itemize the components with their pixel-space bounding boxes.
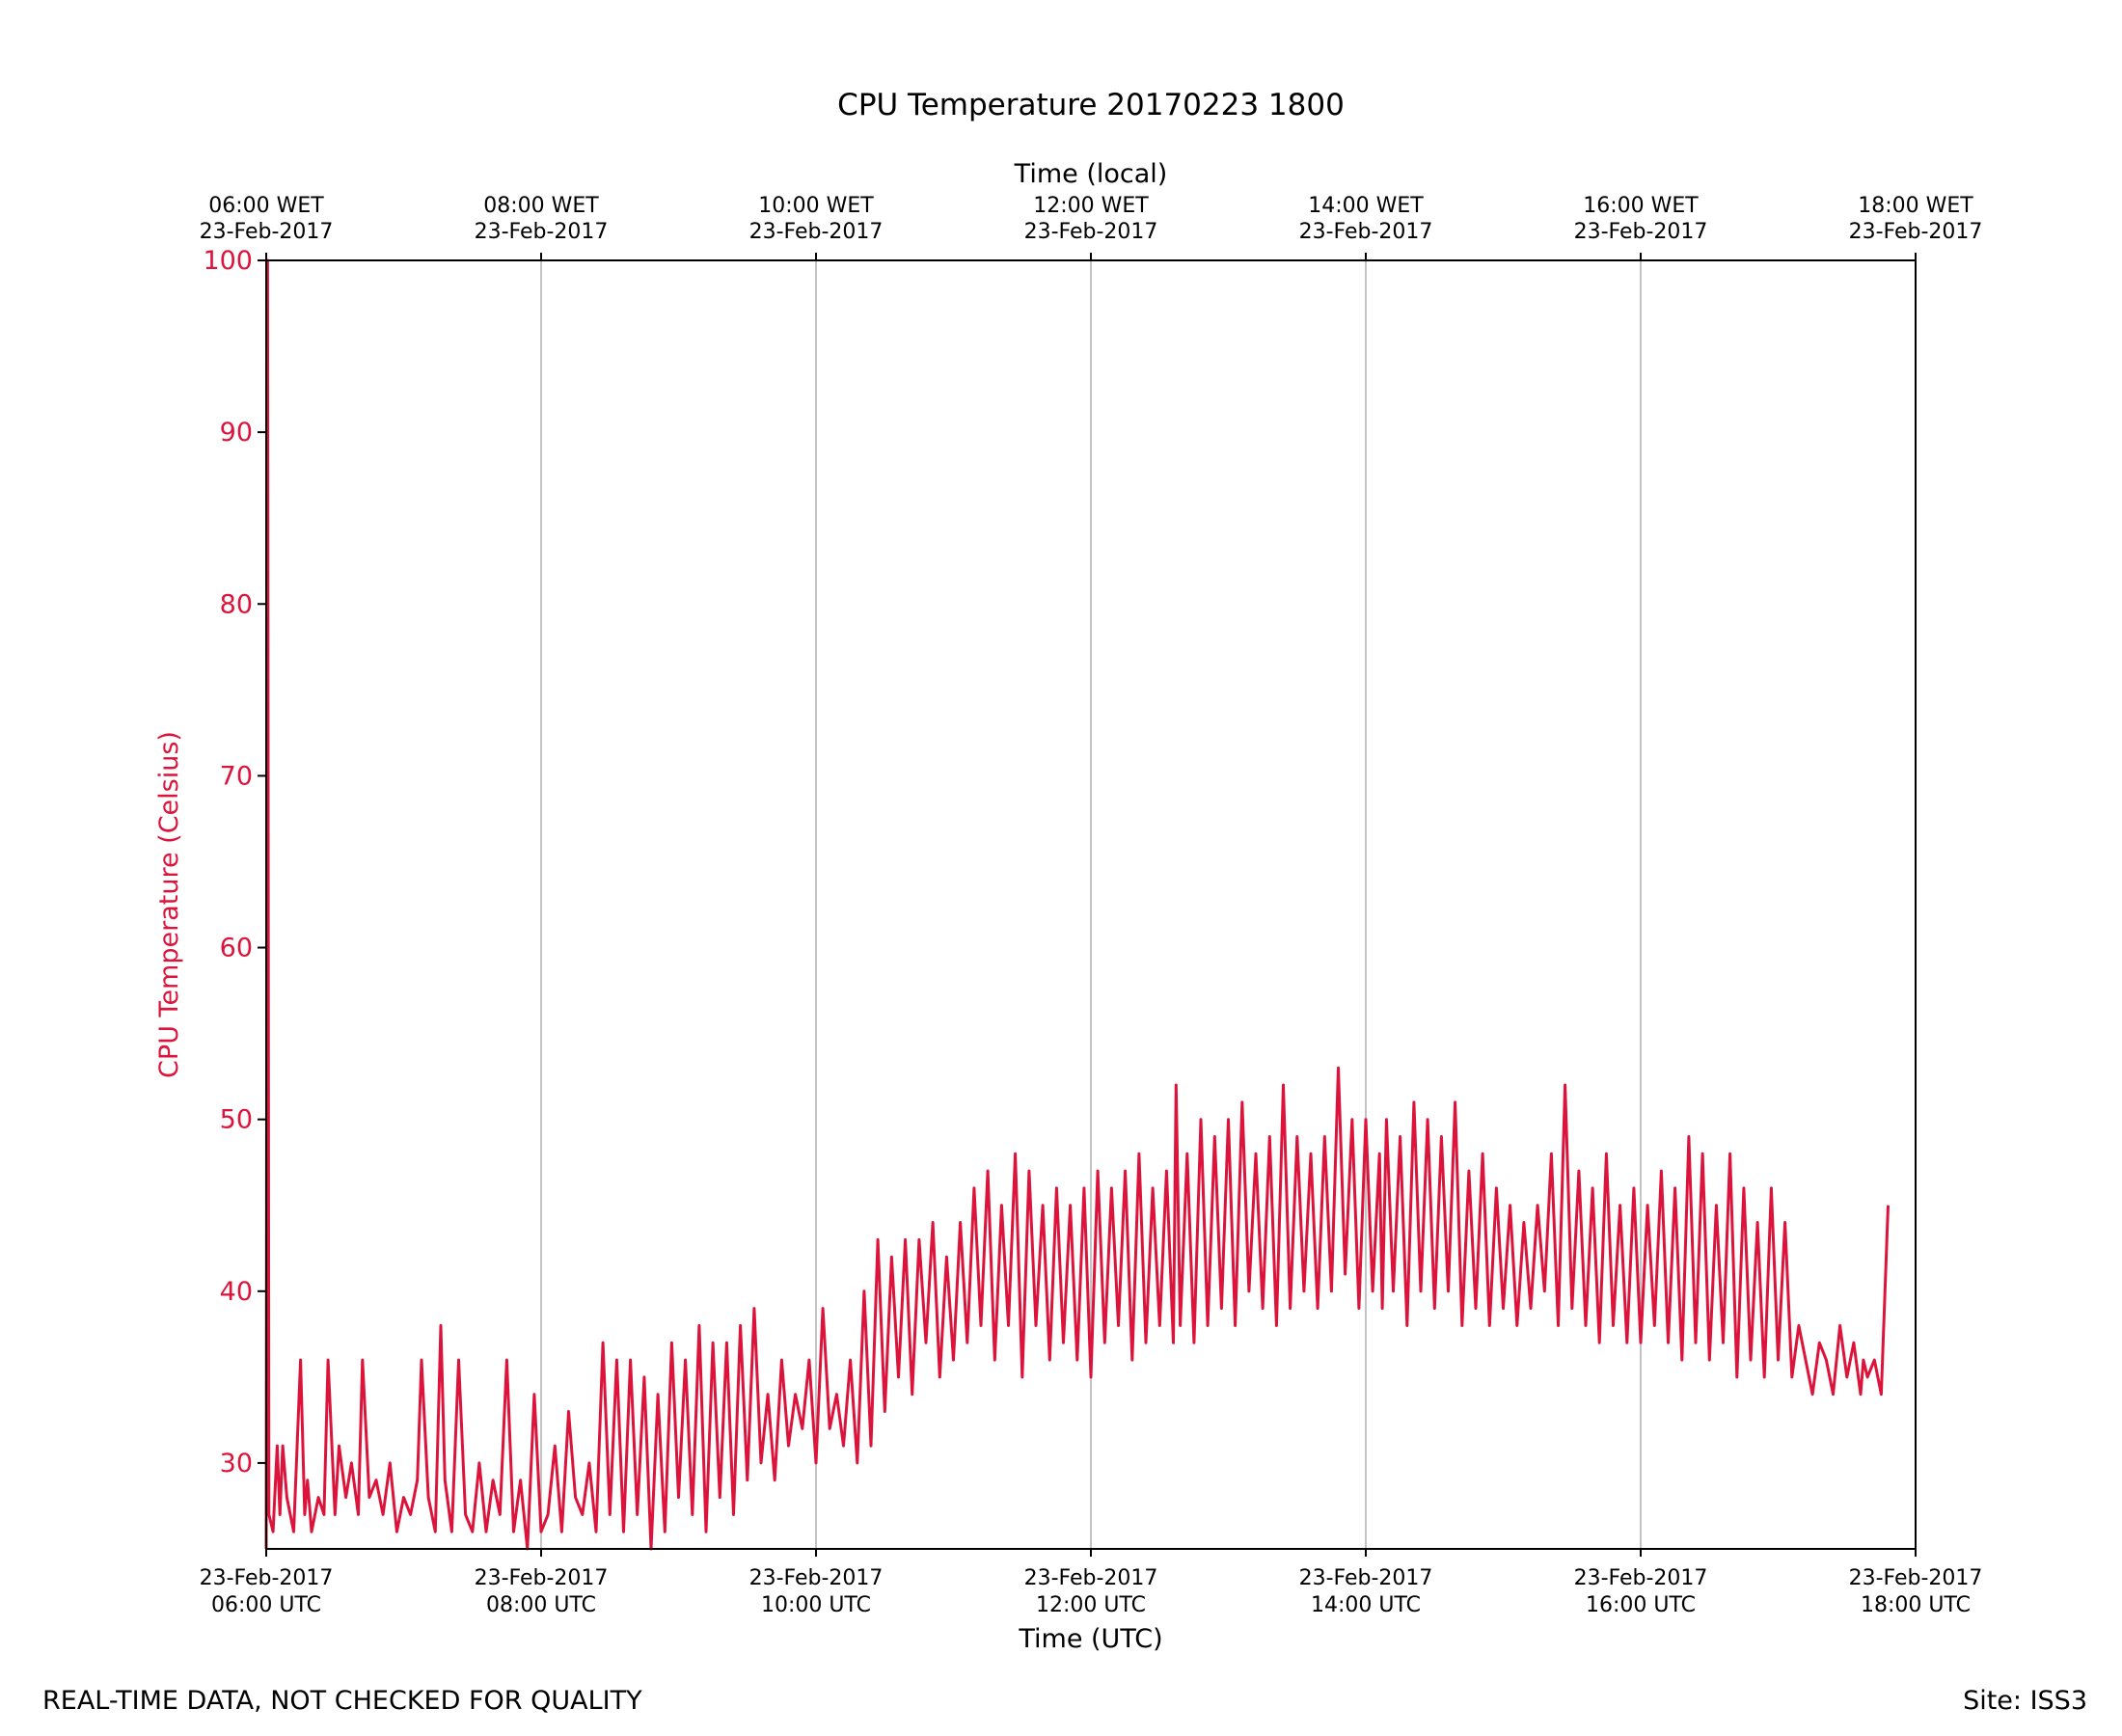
x-tick-label-time: 18:00 UTC [1861, 1593, 1971, 1617]
y-tick-label: 40 [220, 1277, 253, 1307]
y-axis-label: CPU Temperature (Celsius) [154, 731, 184, 1078]
chart: CPU Temperature 20170223 1800 Time (loca… [0, 0, 2122, 1736]
x-tick-label-time: 16:00 UTC [1586, 1593, 1696, 1617]
x-tick-label-date: 23-Feb-2017 [200, 1566, 334, 1590]
x2-tick-label-date: 23-Feb-2017 [1299, 220, 1433, 244]
x2-tick-label-date: 23-Feb-2017 [1849, 220, 1983, 244]
x2-tick-label-time: 18:00 WET [1858, 194, 1973, 218]
y-tick-label: 90 [220, 418, 253, 448]
x-tick-label-date: 23-Feb-2017 [1849, 1566, 1983, 1590]
x2-tick-label-time: 16:00 WET [1583, 194, 1699, 218]
x-tick-label-time: 14:00 UTC [1311, 1593, 1421, 1617]
x2-tick-label-time: 12:00 WET [1033, 194, 1149, 218]
chart-title: CPU Temperature 20170223 1800 [837, 88, 1345, 122]
y-axis: 30 40 50 60 70 80 90 100 [203, 246, 266, 1478]
x-tick-label-date: 23-Feb-2017 [1299, 1566, 1433, 1590]
y-tick-label: 50 [220, 1105, 253, 1135]
y-tick-label: 60 [220, 934, 253, 963]
x2-tick-label-date: 23-Feb-2017 [1574, 220, 1708, 244]
x-tick-label-time: 12:00 UTC [1036, 1593, 1146, 1617]
x-tick-label-date: 23-Feb-2017 [1024, 1566, 1158, 1590]
x-axis-bottom: 23-Feb-2017 06:00 UTC 23-Feb-2017 08:00 UTC… [200, 1549, 1983, 1617]
x-tick-label-date: 23-Feb-2017 [749, 1566, 884, 1590]
x-tick-label-time: 10:00 UTC [761, 1593, 871, 1617]
plot-area [266, 260, 1889, 1549]
x2-tick-label-date: 23-Feb-2017 [749, 220, 884, 244]
x2-tick-label-time: 08:00 WET [483, 194, 599, 218]
x-axis-label: Time (UTC) [1018, 1624, 1162, 1654]
site-label: Site: ISS3 [1963, 1686, 2087, 1716]
y-tick-label: 80 [220, 589, 253, 619]
x2-tick-label-time: 06:00 WET [208, 194, 324, 218]
x2-tick-label-date: 23-Feb-2017 [200, 220, 334, 244]
y-tick-label: 70 [220, 761, 253, 791]
series-line-cpu-temperature [266, 260, 1889, 1549]
x2-tick-label-time: 10:00 WET [758, 194, 874, 218]
x-tick-label-time: 06:00 UTC [211, 1593, 321, 1617]
x-tick-label-time: 08:00 UTC [486, 1593, 596, 1617]
x2-tick-label-date: 23-Feb-2017 [1024, 220, 1158, 244]
x-tick-label-date: 23-Feb-2017 [475, 1566, 609, 1590]
x2-tick-label-date: 23-Feb-2017 [475, 220, 609, 244]
x-tick-label-date: 23-Feb-2017 [1574, 1566, 1708, 1590]
x2-axis-label: Time (local) [1014, 159, 1168, 189]
y-tick-label: 30 [220, 1449, 253, 1478]
quality-note: REAL-TIME DATA, NOT CHECKED FOR QUALITY [42, 1686, 642, 1716]
x2-tick-label-time: 14:00 WET [1308, 194, 1424, 218]
y-tick-label: 100 [203, 246, 253, 276]
